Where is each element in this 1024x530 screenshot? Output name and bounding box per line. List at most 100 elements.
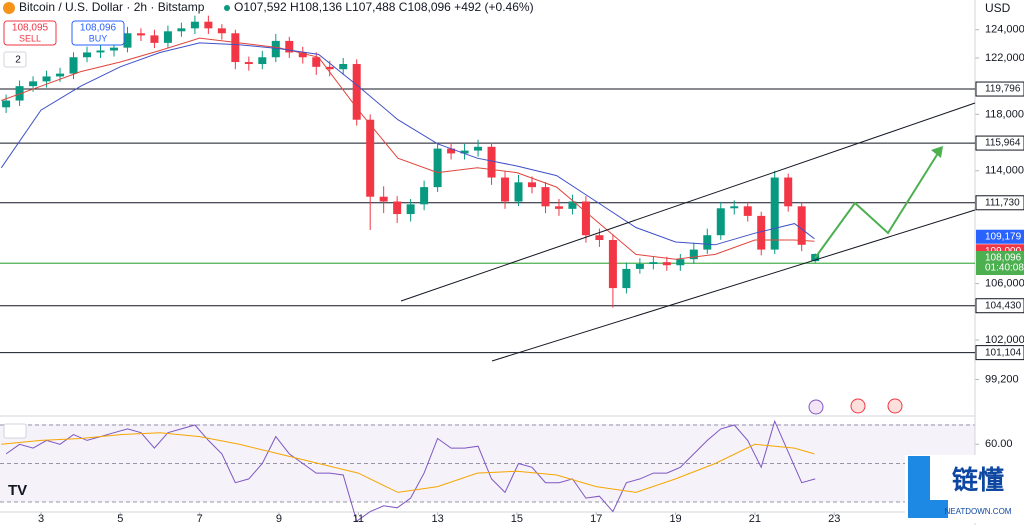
- level-label-bg: [975, 81, 1024, 97]
- candle-body: [662, 262, 671, 266]
- y-tick-label: 106,000: [985, 277, 1024, 289]
- level-label: 104,430: [985, 300, 1022, 311]
- candle-body: [581, 201, 590, 236]
- watermark: 链懂 NEATDOWN.COM: [905, 455, 1024, 523]
- header: Bitcoin / U.S. Dollar · 2h · Bitstamp O1…: [3, 0, 1011, 499]
- candle-body: [770, 177, 779, 250]
- level-label: 119,796: [985, 84, 1021, 95]
- watermark-name: 链懂: [952, 465, 1004, 495]
- x-tick-label: 13: [431, 513, 443, 525]
- y-tick-label: 118,000: [985, 108, 1024, 120]
- channel-lower: [491, 209, 976, 362]
- candle-body: [784, 177, 793, 207]
- candle-body: [69, 57, 78, 74]
- candle-body: [501, 177, 510, 202]
- projection-path: [814, 149, 941, 259]
- candle-body: [163, 31, 172, 43]
- candle-body: [635, 263, 644, 269]
- candle-body: [689, 249, 698, 260]
- level-label-bg: [975, 135, 1024, 151]
- candle-body: [487, 146, 496, 178]
- indicators-toggle[interactable]: [3, 51, 27, 68]
- x-tick-label: 7: [197, 513, 203, 525]
- candle-body: [217, 28, 226, 34]
- candle-body: [123, 33, 132, 48]
- price-label-bg: [976, 251, 1024, 276]
- candle-body: [757, 215, 766, 250]
- candle-body: [258, 57, 267, 65]
- indicator-line: [5, 419, 816, 523]
- price-label: 109,179: [985, 231, 1022, 242]
- level-label: 101,104: [985, 347, 1022, 358]
- price-label: 108,096: [985, 253, 1022, 264]
- market-status: [224, 5, 230, 11]
- sell-button[interactable]: [3, 20, 57, 46]
- candle-body: [447, 148, 456, 154]
- x-tick-label: 11: [353, 513, 364, 525]
- candle-body: [285, 40, 294, 53]
- candle-body: [190, 21, 199, 29]
- candle-body: [703, 235, 712, 250]
- candle-body: [406, 204, 415, 215]
- price-label-bg: [976, 229, 1024, 244]
- indicator-line: [1, 37, 815, 260]
- x-tick-label: 23: [828, 513, 840, 525]
- x-tick-label: 15: [511, 513, 523, 525]
- candle-body: [312, 57, 321, 67]
- candle-body: [352, 64, 361, 120]
- indicator-count: 2: [15, 55, 21, 66]
- candle-body: [96, 50, 105, 53]
- candle-body: [15, 86, 24, 101]
- candle-body: [541, 187, 550, 207]
- y-tick-label: 122,000: [985, 52, 1024, 64]
- candle-body: [554, 206, 563, 209]
- event-icon[interactable]: [887, 398, 903, 414]
- candle-body: [730, 206, 739, 209]
- watermark-logo: [908, 456, 948, 518]
- candle-body: [136, 33, 145, 36]
- candle-body: [474, 146, 483, 151]
- buy-button[interactable]: [71, 20, 125, 46]
- y-tick-label: 60.00: [985, 438, 1013, 450]
- candle-body: [325, 66, 334, 70]
- level-label: 115,964: [985, 138, 1021, 149]
- y-tick-label: 102,000: [985, 334, 1024, 346]
- y-tick-label: 124,000: [985, 24, 1024, 36]
- channel-upper: [400, 102, 976, 302]
- symbol-title: Bitcoin / U.S. Dollar · 2h · Bitstamp: [19, 0, 205, 14]
- buy-label: BUY: [89, 33, 108, 43]
- currency: USD: [985, 1, 1011, 15]
- candle-body: [743, 206, 752, 216]
- x-tick-label: 9: [276, 513, 282, 525]
- countdown: 01:40:08: [985, 263, 1024, 274]
- candle-body: [568, 201, 577, 209]
- event-icons: [808, 398, 903, 415]
- symbol-icon: [3, 2, 15, 14]
- candle-body: [608, 240, 617, 289]
- candle-body: [109, 47, 118, 51]
- event-icon[interactable]: [808, 399, 824, 415]
- candle-body: [204, 21, 213, 29]
- candle-body: [514, 182, 523, 202]
- y-tick-label: 99,200: [985, 373, 1019, 385]
- candle-body: [177, 28, 186, 32]
- rsi-toggle[interactable]: [3, 423, 27, 439]
- candle-body: [622, 268, 631, 289]
- buy-price: 108,096: [80, 23, 117, 34]
- x-tick-label: 19: [669, 513, 681, 525]
- event-icon[interactable]: [850, 398, 866, 414]
- sell-price: 108,095: [12, 23, 49, 34]
- candle-body: [56, 73, 65, 77]
- candle-body: [29, 81, 38, 87]
- watermark-site: NEATDOWN.COM: [945, 507, 1012, 516]
- indicator-line: [1, 432, 815, 493]
- candle-body: [433, 148, 442, 188]
- level-label: 111,730: [985, 197, 1020, 208]
- candle-body: [150, 35, 159, 43]
- level-label-bg: [975, 195, 1024, 211]
- candle-body: [231, 33, 240, 63]
- candle-body: [271, 40, 280, 58]
- projection-arrowhead: [931, 146, 943, 158]
- candle-body: [244, 62, 253, 65]
